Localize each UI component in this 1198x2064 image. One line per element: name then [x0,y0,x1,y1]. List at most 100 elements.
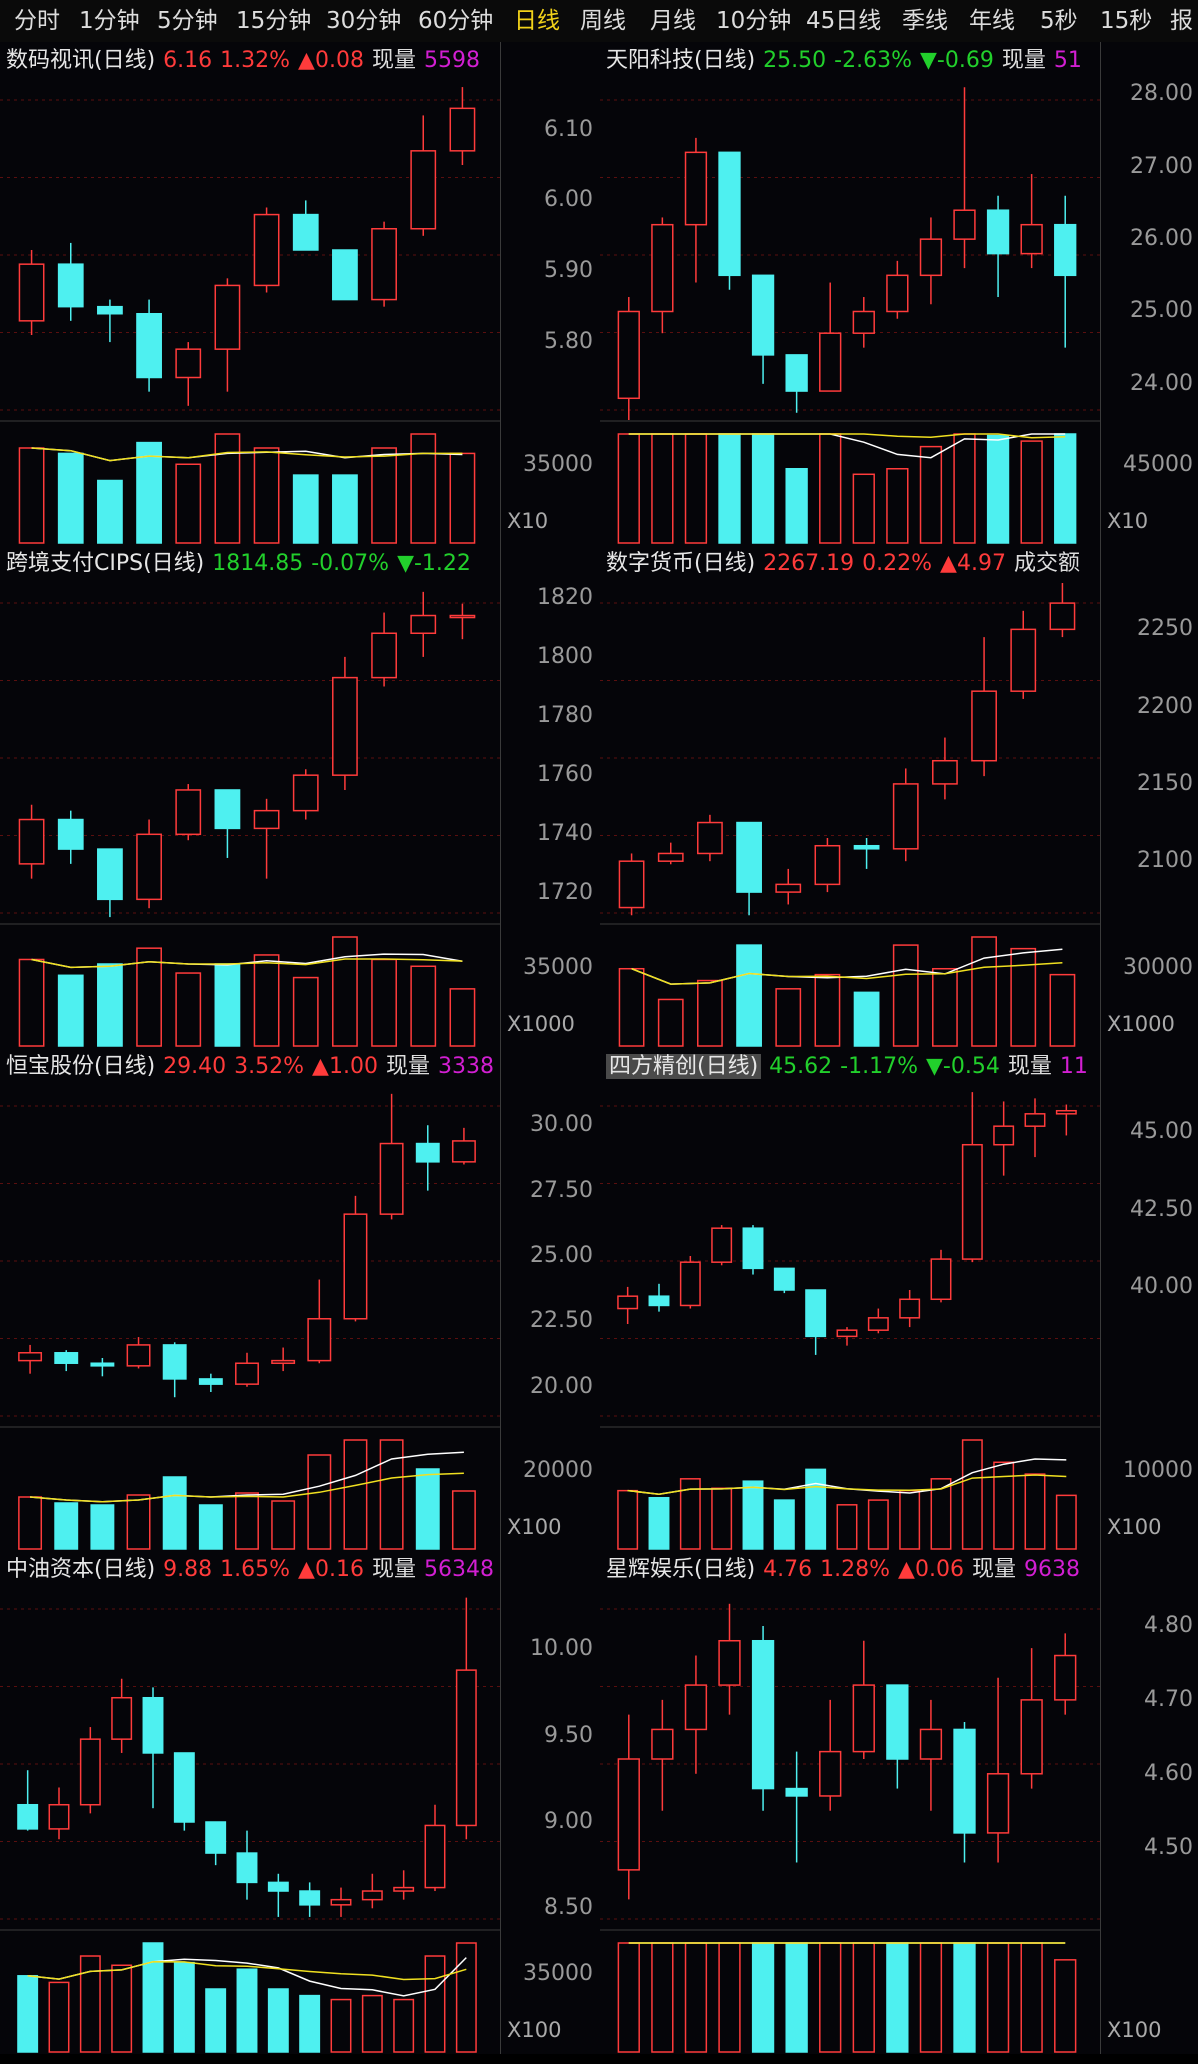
volume-bar [371,447,397,544]
candle-body [617,1758,640,1871]
candle-body [253,213,280,287]
volume-bar [449,452,476,544]
volume-bar [1024,1473,1046,1550]
candle-body [330,1898,352,1906]
candle [993,1101,1015,1176]
volume-value: 5598 [423,48,480,73]
price-tick-label: 45.00 [1130,1119,1193,1145]
tab-13[interactable]: 5秒 [1040,8,1078,34]
candle [684,137,708,283]
volume-bar [214,963,241,1047]
period-tab-bar: 分时 1分钟 5分钟 15分钟 30分钟 60分钟 日线 周线 月线 10分钟 45日线 季线 年线 5秒… [0,0,1198,43]
tab-15[interactable]: 报 [1170,8,1193,34]
last-price: 45.62 [769,1054,833,1079]
candle [90,1358,115,1377]
candle [1020,174,1043,269]
candle-body [648,1295,670,1307]
candle [332,656,358,790]
candle [267,1873,289,1917]
chart-panel-0[interactable]: 数码视讯(日线) 6.16 1.32% ▲0.08 现量 5598 6.10 6.00 5.90… [0,42,600,545]
volume-label: 现量 [371,48,416,73]
candle-body [1054,1654,1077,1701]
tab-3[interactable]: 15分钟 [236,8,312,34]
candle [97,299,123,343]
volume-bar [253,954,280,1047]
tab-2[interactable]: 5分钟 [157,8,218,34]
chart-panel-3[interactable]: 数字货币(日线) 2267.19 0.22% ▲4.97 成交额 2250 2200 2150… [600,545,1198,1048]
volume-label: 现量 [971,1557,1016,1582]
chart-panel-2[interactable]: 跨境支付CIPS(日线) 1814.85 -0.07% ▼-1.22 1820 1800 1… [0,545,600,1048]
candle-body [214,284,241,350]
chart-panel-7[interactable]: 星辉娱乐(日线) 4.76 1.28% ▲0.06 现量 9638 4.80 4.70 4.60… [600,1551,1198,2054]
price-axis: 10.00 9.50 9.00 8.50 35000 X100 [500,1551,600,2054]
tab-14[interactable]: 15秒 [1100,8,1153,34]
ma10-line [30,1472,464,1503]
tab-10[interactable]: 45日线 [806,8,882,34]
chart-panel-4[interactable]: 恒宝股份(日线) 29.40 3.52% ▲1.00 现量 3338 30.00 27.50 2… [0,1048,600,1551]
last-price: 29.40 [163,1054,227,1079]
change-value: ▲0.16 [298,1557,364,1582]
volume-multiplier: X10 [507,509,549,533]
stock-name: 数字货币(日线) [606,551,756,576]
change-value: ▼-0.69 [919,48,994,73]
price-tick-label: 9.50 [544,1722,593,1748]
last-price: 25.50 [763,48,827,73]
price-tick-label: 8.50 [544,1895,593,1921]
candle [617,297,640,420]
tab-6[interactable]: 日线 [514,8,560,34]
volume-label: 现量 [371,1557,416,1582]
stock-name: 数码视讯(日线) [6,48,156,73]
tab-11[interactable]: 季线 [902,8,948,34]
volume-bar [751,433,775,544]
candle-body [805,1289,827,1338]
candle [648,1283,670,1312]
candle [142,1687,164,1809]
ma5-line [31,447,463,462]
last-price: 2267.19 [763,551,855,576]
candle [371,221,397,307]
volume-bar [1054,1959,1077,2053]
stock-name: 中油资本(日线) [6,1557,156,1582]
price-tick-label: 2100 [1137,848,1193,874]
candlestick-chart [0,1093,500,1550]
candle-body [932,759,958,785]
candle-body [986,209,1010,255]
volume-bar [986,1942,1010,2053]
candle-body [236,1852,258,1884]
candle-body [299,1890,321,1906]
candle-body [961,1143,983,1260]
candle-body [451,1140,476,1163]
chart-panel-6[interactable]: 中油资本(日线) 9.88 1.65% ▲0.16 现量 56348 10.00 9.50 9.… [0,1551,600,2054]
tab-1[interactable]: 1分钟 [79,8,140,34]
candle [657,842,684,865]
tab-4[interactable]: 30分钟 [326,8,402,34]
candle [971,637,997,777]
volume-bar [852,1942,875,2053]
change-percent: 1.65% [220,1557,291,1582]
tab-8[interactable]: 月线 [650,8,696,34]
volume-bar [111,1964,133,2053]
tab-0[interactable]: 分时 [14,8,60,34]
candle [343,1195,368,1322]
candle [953,87,976,269]
chart-panel-5[interactable]: 四方精创(日线) 45.62 -1.17% ▼-0.54 现量 11 45.00 42.50 4… [600,1048,1198,1551]
volume-bar [1055,1494,1077,1550]
candle-body [742,1227,764,1270]
volume-value: 56348 [423,1557,494,1582]
tab-9[interactable]: 10分钟 [716,8,792,34]
volume-bar [343,1439,368,1550]
price-tick-label: 1720 [537,880,593,906]
candlestick-chart [600,1603,1100,2053]
chart-panel-1[interactable]: 天阳科技(日线) 25.50 -2.63% ▼-0.69 现量 51 28.00 27.00 2… [600,42,1198,545]
tab-7[interactable]: 周线 [580,8,626,34]
candle [814,838,841,893]
volume-bar [1020,440,1043,544]
candle [214,278,241,392]
candle [415,1125,440,1191]
candle-body [785,1787,808,1797]
tab-12[interactable]: 年线 [969,8,1015,34]
volume-bar [648,1496,670,1550]
candle-body [271,1359,296,1364]
tab-5[interactable]: 60分钟 [418,8,494,34]
candle-body [718,151,741,277]
